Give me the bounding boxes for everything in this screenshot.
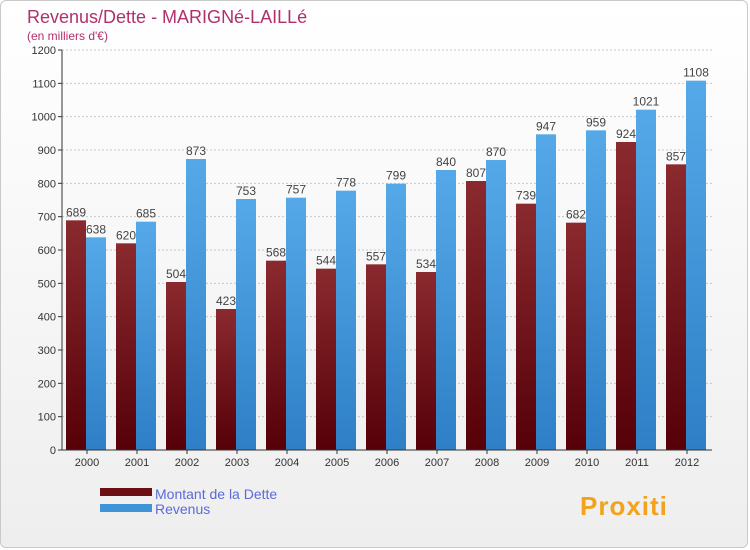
bar-dette (466, 181, 486, 450)
data-label-revenus: 870 (486, 145, 506, 159)
data-label-dette: 544 (316, 254, 336, 268)
bar-revenus (386, 183, 406, 450)
x-tick-label: 2011 (625, 457, 649, 469)
x-tick-label: 2009 (525, 457, 549, 469)
y-tick-label: 800 (38, 178, 56, 190)
data-label-dette: 924 (616, 127, 636, 141)
x-tick-label: 2000 (75, 457, 99, 469)
chart-subtitle: (en milliers d'€) (27, 29, 108, 43)
data-label-revenus: 1021 (633, 95, 660, 109)
bar-revenus (336, 190, 356, 450)
x-axis-ticks: 2000 2001 2002 2003 2004 2005 2006 2007 2008 2009… (75, 450, 699, 469)
y-axis-ticks: 0 100 200 300 400 500 600 700 800 900 1000 1100 1200 (32, 45, 62, 457)
y-tick-label: 1000 (32, 112, 56, 124)
data-label-dette: 557 (366, 249, 386, 263)
y-tick-label: 1100 (32, 78, 56, 90)
data-label-revenus: 685 (136, 207, 156, 221)
bar-revenus (486, 160, 506, 450)
data-label-revenus: 1108 (683, 66, 709, 80)
y-tick-label: 600 (38, 245, 56, 257)
bar-dette (666, 164, 686, 451)
bar-dette (216, 309, 236, 450)
bar-revenus (536, 134, 556, 451)
x-tick-label: 2005 (325, 457, 349, 469)
bar-dette (616, 142, 636, 450)
bar-dette (66, 220, 86, 450)
data-label-revenus: 947 (536, 119, 556, 133)
bar-revenus (686, 80, 706, 451)
x-tick-label: 2012 (675, 457, 699, 469)
data-label-dette: 423 (216, 294, 236, 308)
x-tick-label: 2008 (475, 457, 499, 469)
data-label-dette: 739 (516, 189, 536, 203)
y-tick-label: 900 (38, 145, 56, 157)
bar-dette (316, 268, 336, 450)
legend-swatch-dette (100, 488, 152, 496)
bar-revenus (236, 199, 256, 450)
x-tick-label: 2006 (375, 457, 399, 469)
y-tick-label: 500 (38, 278, 56, 290)
legend-label-revenus: Revenus (155, 501, 210, 517)
bar-dette (366, 264, 386, 450)
bar-dette (566, 222, 586, 450)
data-label-dette: 534 (416, 257, 436, 271)
y-tick-label: 700 (38, 212, 56, 224)
data-label-revenus: 959 (586, 115, 606, 129)
bars (66, 80, 706, 451)
logo-text: Proxiti (580, 491, 668, 521)
data-label-revenus: 753 (236, 184, 256, 198)
y-tick-label: 0 (50, 445, 56, 457)
bar-revenus (286, 197, 306, 450)
y-tick-label: 300 (38, 345, 56, 357)
x-tick-label: 2003 (225, 457, 249, 469)
y-tick-label: 100 (38, 412, 56, 424)
data-label-dette: 682 (566, 208, 586, 222)
bar-dette (416, 272, 436, 450)
data-label-revenus: 873 (186, 144, 206, 158)
data-label-revenus: 799 (386, 169, 406, 183)
legend: Montant de la Dette Revenus (100, 486, 277, 517)
bar-dette (116, 243, 136, 450)
bar-revenus (136, 221, 156, 450)
legend-swatch-revenus (100, 504, 152, 512)
data-label-dette: 568 (266, 246, 286, 260)
data-label-revenus: 638 (86, 222, 106, 236)
bar-dette (516, 203, 536, 450)
bar-revenus (436, 170, 456, 450)
data-label-revenus: 778 (336, 176, 356, 190)
y-tick-label: 200 (38, 378, 56, 390)
x-tick-label: 2001 (125, 457, 149, 469)
y-tick-label: 400 (38, 312, 56, 324)
x-tick-label: 2002 (175, 457, 199, 469)
chart-title: Revenus/Dette - MARIGNé-LAILLé (27, 7, 307, 27)
bar-dette (266, 260, 286, 450)
data-label-dette: 504 (166, 267, 186, 281)
proxiti-logo: Proxiti (580, 491, 668, 521)
x-tick-label: 2010 (575, 457, 599, 469)
bar-revenus (636, 109, 656, 451)
y-tick-label: 1200 (32, 45, 56, 57)
bar-revenus (86, 237, 106, 450)
x-tick-label: 2007 (425, 457, 449, 469)
data-label-revenus: 840 (436, 155, 456, 169)
data-label-dette: 807 (466, 166, 486, 180)
data-label-dette: 689 (66, 205, 86, 219)
data-label-revenus: 757 (286, 183, 306, 197)
bar-dette (166, 282, 186, 450)
x-tick-label: 2004 (275, 457, 299, 469)
bar-revenus (186, 159, 206, 450)
legend-label-dette: Montant de la Dette (155, 486, 277, 502)
data-label-dette: 857 (666, 149, 686, 163)
bar-revenus (586, 130, 606, 451)
data-label-dette: 620 (116, 228, 136, 242)
